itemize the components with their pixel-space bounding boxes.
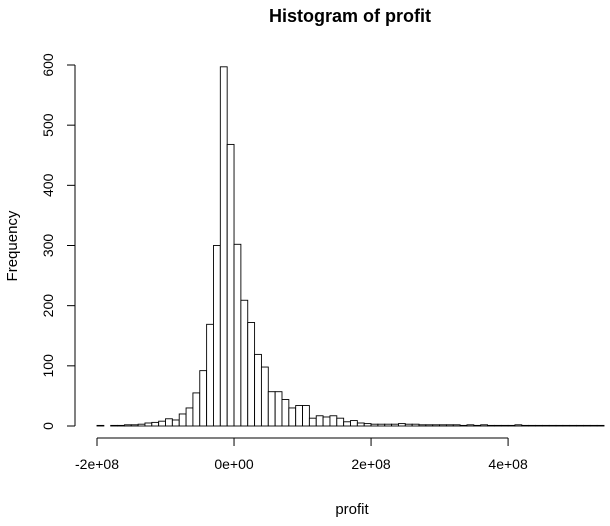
histogram-bar xyxy=(562,424,571,427)
histogram-bar xyxy=(233,243,242,427)
y-axis: 0 100 200 300 400 500 600 xyxy=(40,53,76,430)
histogram-bar xyxy=(144,422,153,427)
x-tick-label: 2e+08 xyxy=(351,456,391,472)
histogram-bar xyxy=(96,424,105,427)
histogram-bar xyxy=(308,417,317,427)
histogram-bar xyxy=(281,399,290,427)
histogram-bar xyxy=(500,424,509,427)
histogram-bar xyxy=(219,66,228,427)
histogram-bar xyxy=(171,419,180,427)
histogram-bar xyxy=(507,424,516,427)
histogram-bar xyxy=(466,424,475,427)
histogram-bar xyxy=(226,143,235,427)
histogram-bar xyxy=(288,407,297,427)
histogram-bar xyxy=(569,424,578,427)
histogram-bar xyxy=(439,424,447,427)
y-tick-label: 600 xyxy=(40,53,56,77)
histogram-bar xyxy=(535,424,543,427)
histogram-bar xyxy=(165,418,173,427)
histogram-bar xyxy=(267,391,276,427)
histogram-bar xyxy=(315,415,324,427)
histogram-bar xyxy=(123,424,132,427)
histogram-bar xyxy=(110,424,118,427)
y-tick-label: 500 xyxy=(40,113,56,137)
histogram-bar xyxy=(260,366,269,427)
histogram-bar xyxy=(480,424,488,427)
histogram-bar xyxy=(295,405,303,427)
histogram-bar xyxy=(391,423,399,427)
y-tick-label: 0 xyxy=(40,422,56,430)
histogram-bar xyxy=(254,353,262,427)
histogram-bar xyxy=(459,424,468,427)
histogram-bar xyxy=(302,405,310,427)
y-tick-label: 400 xyxy=(40,173,56,197)
histogram-bar xyxy=(377,423,386,427)
histogram-bar xyxy=(130,424,139,427)
histogram-bar xyxy=(137,423,146,427)
histogram-bar xyxy=(356,422,365,427)
histogram-bar xyxy=(199,370,208,427)
histogram-bar xyxy=(432,424,441,427)
y-tick-label: 300 xyxy=(40,234,56,258)
histogram-bar xyxy=(206,323,214,427)
y-tick-label: 200 xyxy=(40,294,56,318)
histogram-bar xyxy=(487,424,495,427)
histogram-bar xyxy=(404,423,413,427)
histogram-bar xyxy=(336,417,345,427)
histogram-bar xyxy=(548,424,557,427)
histogram-bar xyxy=(192,392,201,427)
x-tick-label: 4e+08 xyxy=(488,456,528,472)
histogram-bar xyxy=(411,423,420,427)
histogram-bar xyxy=(589,424,598,427)
histogram-bar xyxy=(398,423,406,427)
histogram-bar xyxy=(583,424,591,427)
histogram-bar xyxy=(521,424,530,427)
histogram-bar xyxy=(370,423,379,427)
histogram-bar xyxy=(274,391,283,427)
x-axis: -2e+08 0e+00 2e+08 4e+08 xyxy=(75,437,528,472)
histogram-bar xyxy=(555,424,564,427)
bars-group xyxy=(96,66,605,427)
x-axis-label: profit xyxy=(335,501,369,518)
histogram-bar xyxy=(445,424,454,427)
histogram-bar xyxy=(473,424,482,427)
histogram-bar xyxy=(418,424,427,427)
histogram-bar xyxy=(117,424,125,427)
histogram-bar xyxy=(514,424,523,427)
x-tick-label: -2e+08 xyxy=(75,456,119,472)
histogram-bar xyxy=(343,421,351,427)
histogram-bar xyxy=(185,407,194,427)
histogram-bar xyxy=(329,415,338,427)
histogram-bar xyxy=(384,423,393,427)
histogram-bar xyxy=(350,420,358,427)
histogram-bar xyxy=(541,424,550,427)
x-tick-label: 0e+00 xyxy=(214,456,254,472)
histogram-bar xyxy=(247,322,256,427)
histogram-bar xyxy=(322,416,331,427)
histogram-bar xyxy=(151,421,160,427)
histogram-bar xyxy=(596,424,605,427)
y-axis-label: Frequency xyxy=(4,210,21,281)
histogram-bar xyxy=(425,424,434,427)
chart-title: Histogram of profit xyxy=(269,6,431,26)
y-tick-label: 100 xyxy=(40,354,56,378)
histogram-bar xyxy=(576,424,584,427)
histogram-bar xyxy=(158,420,166,427)
histogram-bar xyxy=(178,413,187,427)
histogram-bar xyxy=(452,424,461,427)
histogram-bar xyxy=(493,424,502,427)
histogram-bar xyxy=(240,299,249,427)
histogram-bar xyxy=(363,423,372,427)
histogram-bar xyxy=(528,424,536,427)
histogram-bar xyxy=(213,245,221,427)
